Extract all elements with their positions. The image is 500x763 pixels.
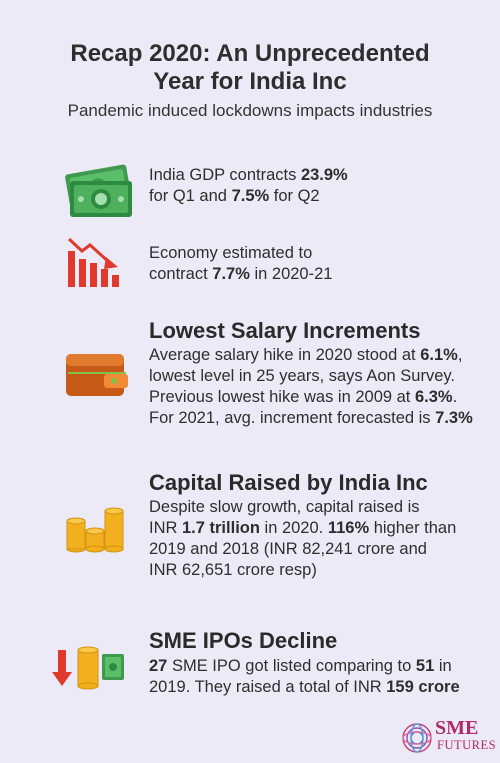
gdp-q1-value: 23.9%	[300, 166, 348, 184]
capital-heading: Capital Raised by India Inc	[149, 470, 428, 495]
salary-text-2: lowest level in 25 years, says Aon Surve…	[149, 367, 456, 385]
page-title: Recap 2020: An Unprecedented Year for In…	[0, 40, 500, 96]
ipo-2020-count: 27	[149, 657, 168, 675]
gdp-text-1: India GDP contracts	[149, 166, 301, 184]
salary-heading: Lowest Salary Increments	[149, 318, 421, 343]
capital-growth-value: 116%	[327, 519, 370, 537]
gdp-text-3: for Q2	[269, 187, 320, 205]
ipo-text-2: 2019. They raised a total of INR	[149, 678, 387, 696]
capital-text-2c: higher than	[369, 519, 457, 537]
title-line-2: Year for India Inc	[153, 68, 347, 95]
capital-text-2b: in 2020.	[259, 519, 328, 537]
logo-mark-icon	[402, 723, 432, 753]
salary-text: Average salary hike in 2020 stood at 6.1…	[149, 345, 473, 429]
capital-text-2: INR	[149, 519, 182, 537]
capital-text-4: INR 62,651 crore resp)	[149, 561, 317, 579]
declining-bar-chart-icon	[67, 237, 119, 287]
gdp-text: India GDP contracts 23.9% for Q1 and 7.5…	[149, 165, 348, 207]
wallet-icon	[66, 354, 128, 396]
salary-2021-value: 7.3%	[435, 409, 473, 427]
economy-text: Economy estimated to contract 7.7% in 20…	[149, 243, 332, 285]
salary-text-3b: .	[452, 388, 458, 406]
ipo-text-1b: in	[434, 657, 452, 675]
gdp-q2-value: 7.5%	[231, 187, 270, 205]
sme-futures-logo: SME FUTURES	[400, 717, 497, 758]
salary-2020-value: 6.1%	[420, 346, 458, 364]
salary-text-1: Average salary hike in 2020 stood at	[149, 346, 421, 364]
logo-line-1: SME	[435, 717, 479, 739]
economy-value: 7.7%	[212, 265, 250, 283]
down-arrow-coins-icon	[52, 646, 124, 690]
title-line-1: Recap 2020: An Unprecedented	[70, 40, 430, 67]
economy-text-3: in 2020-21	[249, 265, 333, 283]
capital-2020-value: 1.7 trillion	[182, 519, 260, 537]
ipo-raised-value: 159 crore	[386, 678, 460, 696]
page-subtitle: Pandemic induced lockdowns impacts indus…	[67, 101, 433, 120]
salary-text-1b: ,	[457, 346, 463, 364]
coin-stacks-icon	[66, 507, 124, 553]
money-bill-icon	[65, 164, 132, 217]
ipo-text: 27 SME IPO got listed comparing to 51 in…	[149, 656, 460, 698]
economy-text-2: contract	[149, 265, 213, 283]
salary-text-3: Previous lowest hike was in 2009 at	[149, 388, 415, 406]
capital-text-1: Despite slow growth, capital raised is	[149, 498, 420, 516]
ipo-heading: SME IPOs Decline	[149, 628, 338, 653]
economy-text-1: Economy estimated to	[149, 244, 313, 262]
ipo-text-1: SME IPO got listed comparing to	[167, 657, 416, 675]
ipo-2019-count: 51	[415, 657, 435, 675]
capital-text: Despite slow growth, capital raised is I…	[149, 497, 456, 581]
salary-text-4: For 2021, avg. increment forecasted is	[149, 409, 436, 427]
salary-2009-value: 6.3%	[414, 388, 453, 406]
capital-text-3: 2019 and 2018 (INR 82,241 crore and	[149, 540, 427, 558]
logo-line-2: FUTURES	[437, 738, 497, 752]
gdp-text-2: for Q1 and	[149, 187, 232, 205]
